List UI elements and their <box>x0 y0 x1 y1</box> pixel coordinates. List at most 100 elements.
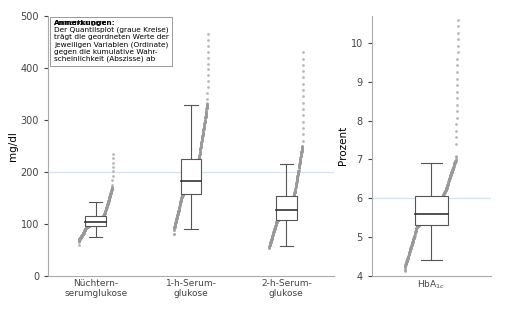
Point <box>78 232 86 237</box>
Point <box>189 171 197 176</box>
Point <box>281 208 289 213</box>
Point <box>430 205 438 210</box>
Point <box>290 190 298 195</box>
Point <box>292 180 300 185</box>
Point <box>80 228 88 233</box>
Point <box>93 218 101 223</box>
Point <box>93 218 102 223</box>
Point <box>401 260 410 265</box>
Point <box>412 224 420 229</box>
Point <box>410 230 418 235</box>
Point <box>180 189 188 194</box>
Point <box>91 220 99 225</box>
Point <box>170 224 178 230</box>
Point <box>438 194 446 199</box>
Point <box>430 205 438 210</box>
Point <box>407 243 415 248</box>
Point <box>182 185 190 191</box>
Point <box>413 224 421 229</box>
Point <box>96 216 104 221</box>
Point <box>183 183 191 188</box>
Point <box>87 222 95 227</box>
Point <box>272 221 280 226</box>
Point <box>104 199 112 204</box>
Point <box>101 209 109 214</box>
Point <box>103 203 111 208</box>
Point <box>294 165 302 170</box>
Point <box>286 199 294 204</box>
Point <box>284 203 292 208</box>
Point <box>83 224 91 229</box>
Point <box>415 222 423 227</box>
Point <box>174 207 182 212</box>
Point <box>175 205 183 210</box>
Point <box>402 258 410 263</box>
Point <box>265 243 273 248</box>
Point <box>182 184 190 190</box>
Point <box>97 216 105 221</box>
Point <box>417 219 425 224</box>
Point <box>295 161 303 166</box>
Point <box>452 76 461 81</box>
Point <box>291 184 299 189</box>
Point <box>410 230 418 236</box>
Point <box>296 153 304 158</box>
Point <box>178 194 186 199</box>
Point <box>95 217 104 222</box>
Point <box>77 234 85 239</box>
Point <box>451 158 459 163</box>
Point <box>406 245 414 250</box>
Point <box>283 205 291 210</box>
Point <box>203 103 211 108</box>
Point <box>452 109 460 114</box>
Point <box>99 214 108 219</box>
Point <box>188 172 196 178</box>
Point <box>101 209 109 214</box>
Point <box>83 224 91 230</box>
Point <box>85 223 93 228</box>
Point <box>437 195 445 200</box>
Point <box>277 212 285 217</box>
Point <box>97 215 106 220</box>
Point <box>292 177 300 182</box>
Point <box>95 217 103 222</box>
Point <box>90 220 98 225</box>
Point <box>402 256 411 262</box>
Point <box>294 164 302 169</box>
Point <box>423 214 431 219</box>
Point <box>405 247 413 252</box>
Point <box>275 215 283 220</box>
Point <box>97 216 105 221</box>
Point <box>287 198 295 203</box>
Point <box>420 216 428 221</box>
Point <box>400 262 409 267</box>
Point <box>96 216 104 221</box>
Point <box>92 219 100 224</box>
Point <box>175 204 183 209</box>
Point <box>434 199 442 204</box>
Point <box>295 160 303 165</box>
Point <box>81 226 89 231</box>
Point <box>188 174 196 179</box>
Point <box>87 222 95 227</box>
Point <box>291 181 299 186</box>
Point <box>288 196 296 201</box>
Point <box>195 150 204 155</box>
Point <box>296 151 305 156</box>
Point <box>265 241 273 246</box>
Point <box>103 204 111 209</box>
Point <box>453 17 461 22</box>
Point <box>192 163 200 168</box>
Point <box>438 192 446 197</box>
Point <box>181 186 189 191</box>
Point <box>445 172 453 177</box>
Point <box>441 185 449 191</box>
Point <box>96 216 105 221</box>
Point <box>269 228 277 233</box>
Point <box>196 146 204 151</box>
Point <box>98 215 107 220</box>
Point <box>289 193 297 198</box>
Point <box>294 164 302 169</box>
Point <box>91 220 99 225</box>
Point <box>101 208 109 213</box>
